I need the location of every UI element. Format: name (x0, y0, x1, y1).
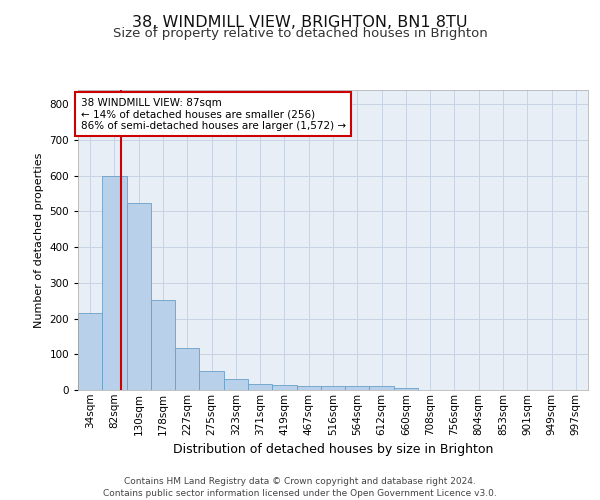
Text: Contains HM Land Registry data © Crown copyright and database right 2024.
Contai: Contains HM Land Registry data © Crown c… (103, 476, 497, 498)
Text: 38 WINDMILL VIEW: 87sqm
← 14% of detached houses are smaller (256)
86% of semi-d: 38 WINDMILL VIEW: 87sqm ← 14% of detache… (80, 98, 346, 130)
Bar (175, 348, 199, 390)
Bar (224, 380, 248, 390)
X-axis label: Distribution of detached houses by size in Brighton: Distribution of detached houses by size … (173, 443, 493, 456)
Bar (127, 202, 151, 390)
Bar (370, 386, 394, 390)
Bar (102, 176, 127, 390)
Bar (394, 388, 418, 390)
Bar (345, 386, 370, 390)
Text: Size of property relative to detached houses in Brighton: Size of property relative to detached ho… (113, 28, 487, 40)
Bar (248, 384, 272, 390)
Y-axis label: Number of detached properties: Number of detached properties (34, 152, 44, 328)
Bar (151, 300, 175, 390)
Bar (296, 386, 321, 390)
Bar (78, 313, 102, 390)
Bar (272, 384, 296, 390)
Text: 38, WINDMILL VIEW, BRIGHTON, BN1 8TU: 38, WINDMILL VIEW, BRIGHTON, BN1 8TU (132, 15, 468, 30)
Bar (199, 371, 224, 390)
Bar (321, 386, 345, 390)
